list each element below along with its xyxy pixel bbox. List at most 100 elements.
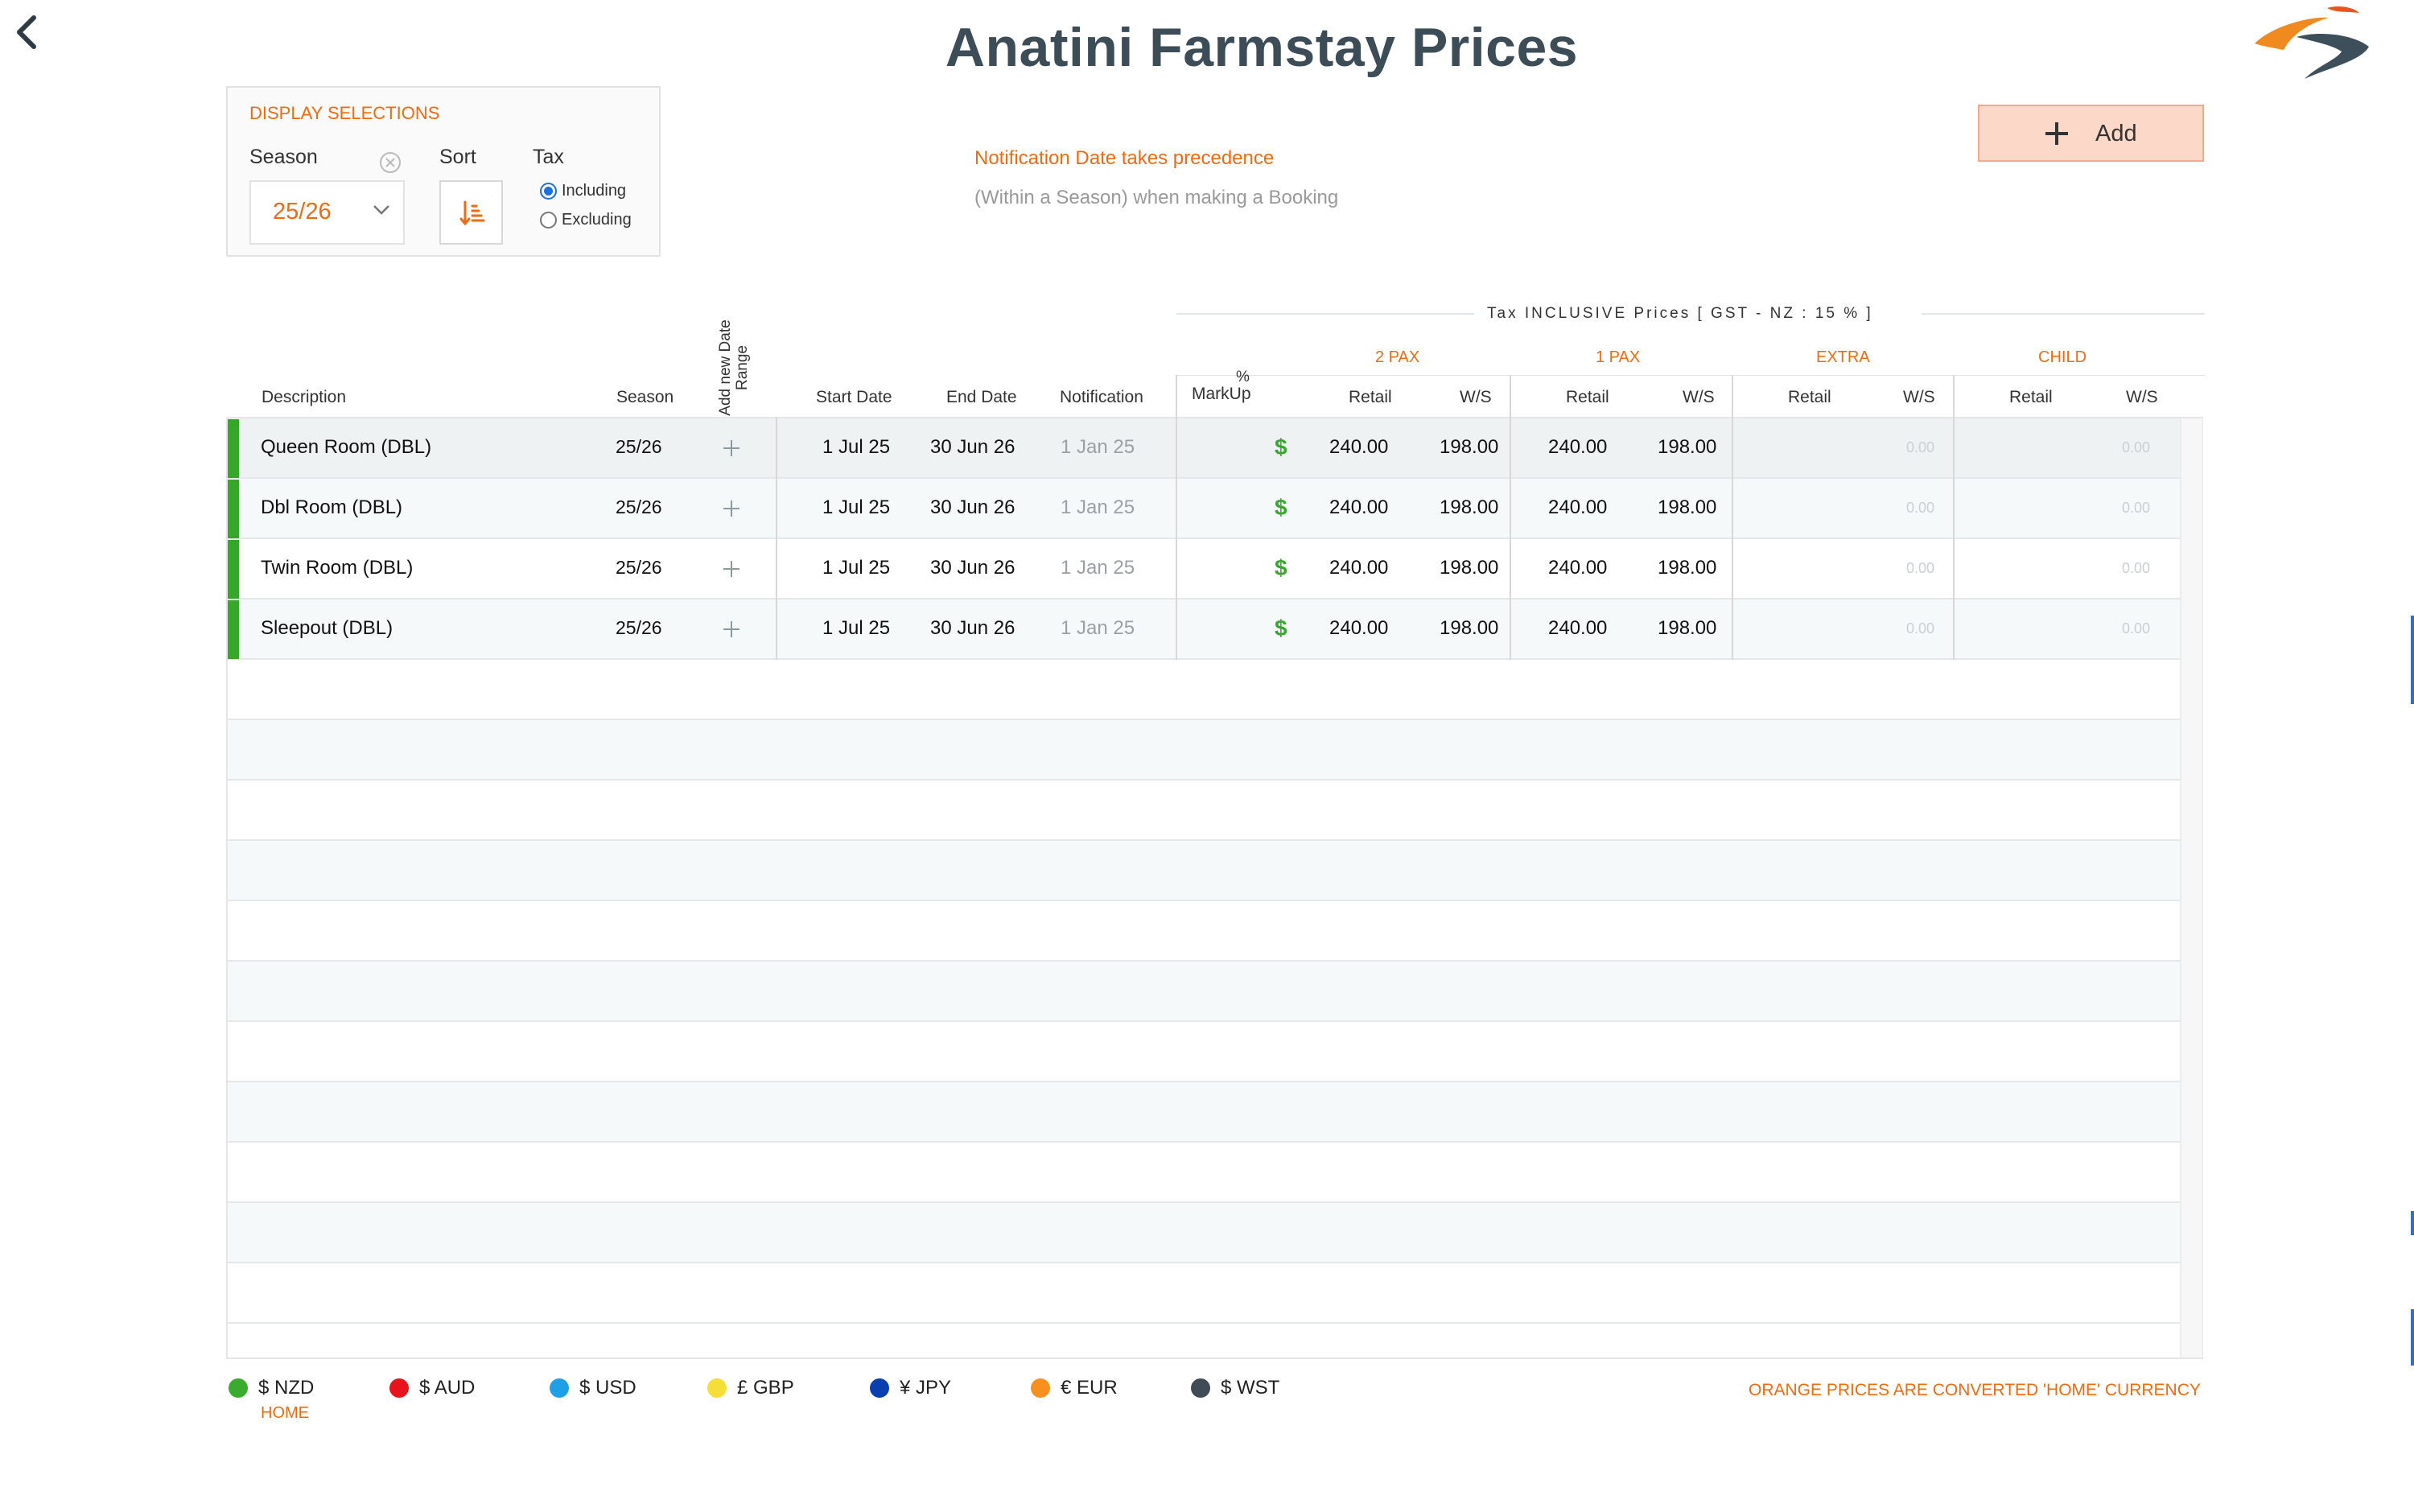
table-row[interactable] [228, 539, 2180, 599]
table-row[interactable] [228, 599, 2180, 660]
column-divider [1732, 375, 1733, 660]
row-notification: 1 Jan 25 [1061, 557, 1135, 579]
currency-dot [550, 1378, 569, 1398]
col-add-date-range: Add new Date Range [717, 319, 751, 416]
row-end-date: 30 Jun 26 [930, 436, 1015, 458]
divider [1922, 313, 2205, 315]
row-start-date: 1 Jul 25 [822, 557, 891, 579]
col-notification: Notification [1060, 388, 1143, 406]
currency-label: $ WST [1221, 1377, 1280, 1399]
currency-dot [1031, 1378, 1050, 1398]
add-date-range-plus-icon[interactable] [723, 500, 740, 517]
row-season: 25/26 [616, 557, 662, 578]
col-1pax-retail: Retail [1566, 388, 1609, 406]
notification-notice: Notification Date takes precedence [974, 147, 1275, 169]
currency-dot [707, 1378, 727, 1398]
row-1pax-retail: 240.00 [1548, 617, 1608, 639]
display-selections-heading: DISPLAY SELECTIONS [249, 103, 440, 123]
table-row [228, 1203, 2180, 1263]
home-currency-label: HOME [261, 1404, 309, 1422]
tax-label: Tax [533, 146, 564, 168]
clear-season-icon[interactable] [379, 151, 402, 174]
currency-dot [389, 1378, 409, 1398]
table-scrollbar[interactable] [2180, 418, 2202, 1358]
chevron-down-icon [372, 203, 391, 217]
tax-including-label: Including [562, 182, 627, 200]
season-select[interactable] [249, 180, 405, 245]
column-divider [776, 417, 777, 660]
divider [1176, 313, 1474, 315]
table-row[interactable] [228, 479, 2180, 539]
edge-marker [2411, 616, 2414, 704]
add-date-range-plus-icon[interactable] [723, 439, 740, 457]
edge-marker [2411, 1309, 2414, 1366]
add-date-range-plus-icon[interactable] [723, 560, 740, 578]
sort-icon [459, 200, 485, 226]
row-description: Sleepout (DBL) [261, 617, 393, 639]
col-extra-ws: W/S [1903, 388, 1935, 406]
row-1pax-retail: 240.00 [1548, 436, 1608, 458]
table-row [228, 1143, 2180, 1203]
company-logo [2240, 2, 2377, 89]
table-row [228, 962, 2180, 1022]
sort-label: Sort [439, 146, 476, 168]
edge-marker [2411, 1211, 2414, 1235]
table-row [228, 1082, 2180, 1143]
currency-dot [870, 1378, 889, 1398]
row-notification: 1 Jan 25 [1061, 617, 1135, 639]
add-button-label: Add [2095, 121, 2137, 146]
row-currency-marker [228, 480, 239, 538]
col-end-date: End Date [946, 388, 1017, 406]
add-date-range-plus-icon[interactable] [723, 620, 740, 638]
currency-dot [229, 1378, 248, 1398]
tax-including-radio[interactable] [540, 183, 557, 200]
group-2pax: 2 PAX [1375, 348, 1420, 366]
group-extra: EXTRA [1816, 348, 1870, 366]
season-select-value: 25/26 [273, 199, 332, 225]
tax-excluding-radio[interactable] [540, 212, 557, 229]
row-2pax-ws: 198.00 [1440, 436, 1499, 458]
sort-button[interactable] [439, 180, 503, 245]
table-row [228, 901, 2180, 962]
row-2pax-ws: 198.00 [1440, 617, 1499, 639]
table-row [228, 841, 2180, 901]
currency-label: $ USD [579, 1377, 636, 1399]
row-2pax-ws: 198.00 [1440, 557, 1499, 579]
row-notification: 1 Jan 25 [1061, 496, 1135, 518]
col-extra-retail: Retail [1788, 388, 1831, 406]
row-1pax-ws: 198.00 [1658, 617, 1717, 639]
row-season: 25/26 [616, 436, 662, 457]
currency-label: £ GBP [737, 1377, 794, 1399]
table-row [228, 1022, 2180, 1082]
col-markup: MarkUp [1192, 385, 1251, 403]
row-extra-ws: 0.00 [1906, 439, 1935, 455]
row-notification: 1 Jan 25 [1061, 436, 1135, 458]
row-markup-dollar: $ [1275, 435, 1287, 459]
row-1pax-ws: 198.00 [1658, 436, 1717, 458]
row-2pax-ws: 198.00 [1440, 496, 1499, 518]
row-extra-ws: 0.00 [1906, 620, 1935, 637]
tax-excluding-label: Excluding [562, 211, 632, 229]
row-2pax-retail: 240.00 [1329, 496, 1389, 518]
row-season: 25/26 [616, 496, 662, 517]
col-2pax-ws: W/S [1460, 388, 1492, 406]
table-row[interactable] [228, 418, 2180, 479]
row-description: Queen Room (DBL) [261, 436, 432, 458]
group-1pax: 1 PAX [1596, 348, 1641, 366]
row-start-date: 1 Jul 25 [822, 617, 891, 639]
currency-dot [1191, 1378, 1210, 1398]
col-season: Season [616, 388, 674, 406]
back-chevron-icon[interactable] [11, 14, 43, 50]
row-2pax-retail: 240.00 [1329, 557, 1389, 579]
add-button[interactable] [1978, 105, 2204, 162]
row-extra-ws: 0.00 [1906, 560, 1935, 576]
col-child-retail: Retail [2009, 388, 2053, 406]
currency-label: ¥ JPY [900, 1377, 952, 1399]
row-child-ws: 0.00 [2122, 560, 2151, 576]
tax-inclusive-banner: Tax INCLUSIVE Prices [ GST - NZ : 15 % ] [1487, 305, 1873, 322]
column-divider [1953, 375, 1955, 660]
currency-label: $ AUD [419, 1377, 476, 1399]
currency-label: € EUR [1061, 1377, 1118, 1399]
col-description: Description [262, 388, 347, 406]
currency-label: $ NZD [258, 1377, 315, 1399]
